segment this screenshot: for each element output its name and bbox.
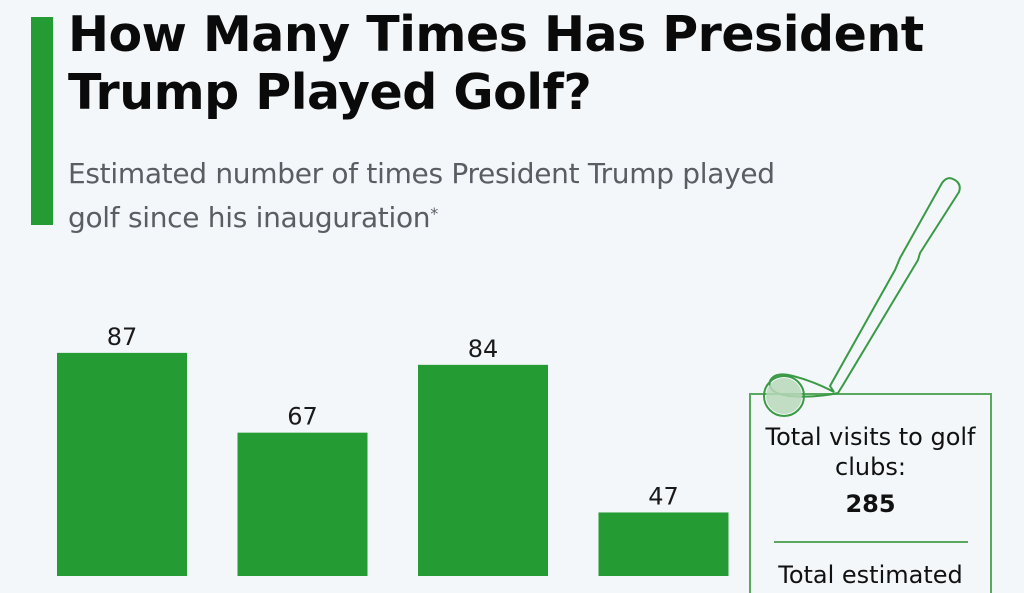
summary-estimated-label: Total estimated bbox=[778, 561, 963, 589]
summary-divider bbox=[774, 541, 968, 543]
bar-2 bbox=[237, 432, 368, 576]
subtitle-text: Estimated number of times President Trum… bbox=[68, 157, 775, 234]
bar-3 bbox=[418, 364, 548, 576]
golf-club-icon bbox=[763, 177, 961, 417]
summary-visits-label: Total visits to golf clubs: bbox=[765, 423, 976, 481]
footnote-marker: * bbox=[430, 204, 438, 223]
bar-1 bbox=[57, 352, 187, 576]
chart-title: How Many Times Has President Trump Playe… bbox=[68, 6, 924, 121]
summary-visits-value: 285 bbox=[845, 490, 896, 518]
summary-box bbox=[749, 393, 992, 593]
bar-chart: 87 67 84 47 bbox=[57, 323, 729, 576]
bar-value-label-2: 67 bbox=[287, 403, 318, 431]
chart-subtitle: Estimated number of times President Trum… bbox=[68, 152, 828, 240]
bar-value-label-3: 84 bbox=[468, 335, 499, 363]
title-accent-bar bbox=[31, 17, 53, 225]
bar-value-label-1: 87 bbox=[107, 323, 138, 351]
bar-4 bbox=[598, 512, 729, 576]
bar-value-label-4: 47 bbox=[648, 482, 679, 510]
